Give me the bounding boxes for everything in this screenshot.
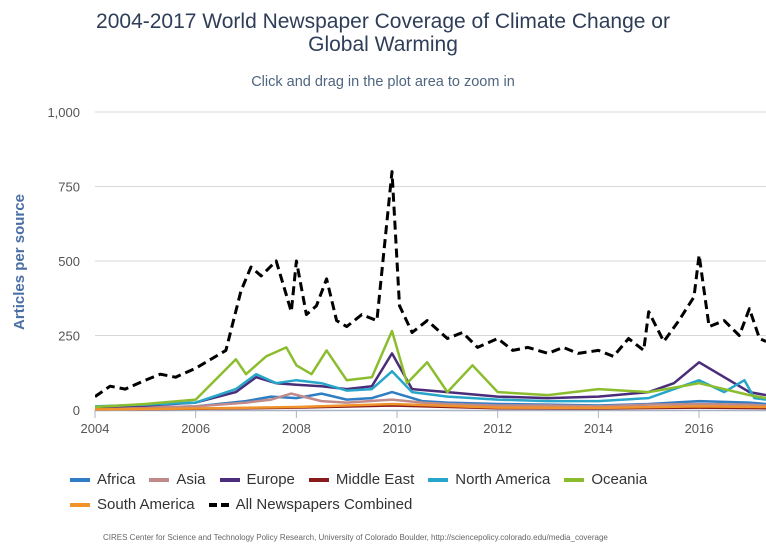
- series-line-asia[interactable]: [95, 392, 766, 410]
- y-tick-label: 500: [58, 254, 80, 269]
- legend-swatch: [428, 477, 449, 482]
- x-tick-label: 2008: [282, 421, 311, 436]
- legend-label: South America: [97, 496, 195, 513]
- x-tick-label: 2010: [383, 421, 412, 436]
- legend-item-africa[interactable]: Africa: [70, 471, 135, 488]
- chart-title: 2004-2017 World Newspaper Coverage of Cl…: [0, 10, 766, 56]
- legend-swatch: [564, 477, 585, 482]
- y-axis-tick-labels: 0 250 500 750 1,000: [47, 105, 80, 418]
- y-axis-label: Articles per source: [11, 194, 28, 330]
- x-tick-label: 2006: [181, 421, 210, 436]
- chart-legend: Africa Asia Europe Middle East North America…: [70, 467, 760, 517]
- legend-swatch: [70, 502, 90, 507]
- legend-label: Middle East: [335, 471, 415, 488]
- legend-item-asia[interactable]: Asia: [149, 471, 206, 488]
- legend-item-oceania[interactable]: Oceania: [564, 471, 647, 488]
- legend-swatch: [308, 477, 329, 482]
- legend-label: Oceania: [591, 471, 648, 488]
- legend-row: South America All Newspapers Combined: [70, 492, 760, 517]
- grid-lines: [95, 111, 766, 336]
- legend-row: Africa Asia Europe Middle East North America…: [70, 467, 760, 492]
- y-tick-label: 250: [58, 329, 80, 344]
- legend-swatch: [208, 502, 229, 507]
- source-credit: CIRES Center for Science and Technology …: [103, 533, 608, 542]
- series-line-oceania[interactable]: [95, 329, 766, 409]
- legend-item-middle-east[interactable]: Middle East: [308, 471, 415, 488]
- legend-label: North America: [455, 471, 551, 488]
- y-tick-label: 1,000: [47, 105, 80, 120]
- x-tick-label: 2012: [483, 421, 512, 436]
- legend-swatch: [219, 477, 240, 482]
- legend-item-south-america[interactable]: South America: [70, 496, 195, 513]
- legend-item-north-america[interactable]: North America: [428, 471, 550, 488]
- legend-swatch: [149, 477, 170, 482]
- chart-title-line-1: 2004-2017 World Newspaper Coverage of Cl…: [96, 10, 670, 33]
- legend-label: Europe: [246, 471, 295, 488]
- series-line-all-newspapers-combined[interactable]: [95, 170, 766, 398]
- x-axis: 2004 2006 2008 2010 2012 2014 2016: [81, 409, 766, 436]
- y-tick-label: 0: [73, 403, 80, 418]
- legend-item-all-newspapers-combined[interactable]: All Newspapers Combined: [208, 496, 413, 513]
- series-line-south-america[interactable]: [95, 402, 766, 411]
- legend-swatch: [70, 477, 90, 482]
- series-line-europe[interactable]: [95, 352, 766, 409]
- legend-label: Africa: [97, 471, 136, 488]
- legend-label: All Newspapers Combined: [235, 496, 413, 513]
- plot-area[interactable]: [95, 170, 766, 411]
- legend-label: Asia: [176, 471, 206, 488]
- y-tick-label: 750: [58, 180, 80, 195]
- x-tick-label: 2004: [81, 421, 110, 436]
- chart-title-line-2: Global Warming: [308, 33, 458, 56]
- legend-item-europe[interactable]: Europe: [219, 471, 295, 488]
- x-tick-label: 2014: [584, 421, 613, 436]
- x-tick-label: 2016: [685, 421, 714, 436]
- chart-subtitle: Click and drag in the plot area to zoom …: [251, 74, 515, 90]
